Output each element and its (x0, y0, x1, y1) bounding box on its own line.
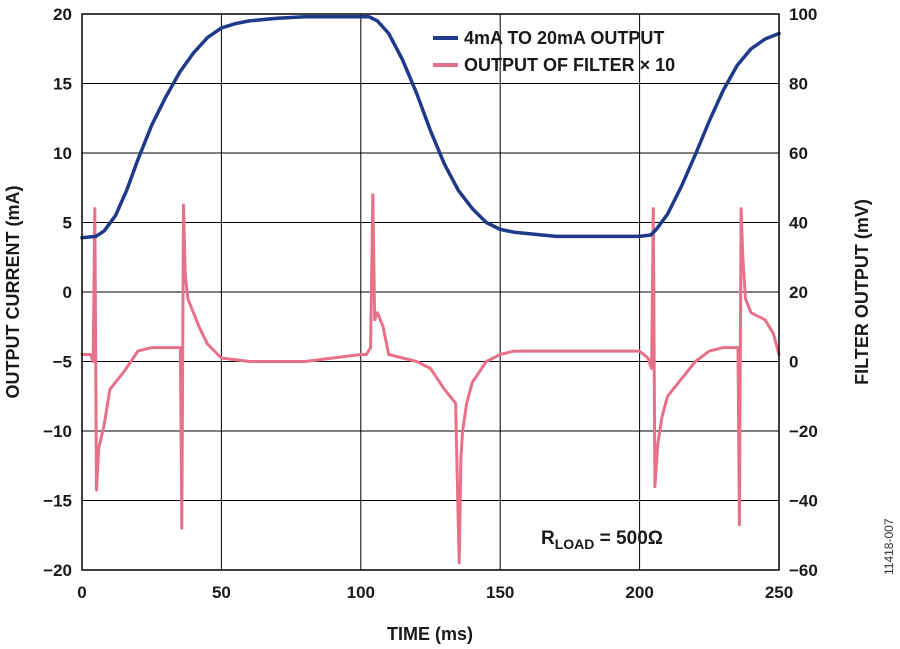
left-tick-label: 20 (53, 5, 72, 24)
left-tick-label: −10 (43, 422, 72, 441)
right-tick-label: 0 (789, 353, 798, 372)
left-tick-label: 10 (53, 144, 72, 163)
right-tick-label: 80 (789, 75, 808, 94)
series-line-current-output (80, 15, 781, 240)
right-tick-labels: 100 80 60 40 20 0 −20 −40 −60 (789, 5, 818, 580)
x-tick-label: 50 (212, 583, 231, 602)
right-tick-label: 20 (789, 283, 808, 302)
figure-id: 11418-007 (882, 518, 896, 575)
legend: 4mA TO 20mA OUTPUT OUTPUT OF FILTER × 10 (433, 28, 675, 75)
x-tick-label: 200 (625, 583, 653, 602)
right-axis-label: FILTER OUTPUT (mV) (852, 199, 872, 385)
right-tick-label: −20 (789, 422, 818, 441)
left-tick-label: 5 (63, 214, 72, 233)
series-layer (80, 15, 781, 565)
series-line-filter-output (80, 193, 781, 565)
left-tick-label: −15 (43, 492, 72, 511)
left-tick-labels: 20 15 10 5 0 −5 −10 −15 −20 (43, 5, 72, 580)
left-tick-label: −20 (43, 561, 72, 580)
legend-label-filter: OUTPUT OF FILTER × 10 (464, 55, 675, 75)
annotation-value: = 500Ω (594, 528, 663, 549)
grid (82, 14, 779, 570)
plot-frame (81, 13, 780, 571)
right-tick-label: −60 (789, 561, 818, 580)
annotation-subscript: LOAD (555, 536, 595, 552)
left-tick-label: 15 (53, 75, 72, 94)
x-tick-label: 100 (347, 583, 375, 602)
annotation-main: R (541, 528, 555, 549)
legend-label-output: 4mA TO 20mA OUTPUT (464, 28, 664, 48)
x-tick-labels: 0 50 100 150 200 250 (77, 583, 793, 602)
right-tick-label: −40 (789, 492, 818, 511)
x-tick-label: 0 (77, 583, 86, 602)
left-tick-label: 0 (63, 283, 72, 302)
left-axis-label: OUTPUT CURRENT (mA) (3, 186, 23, 399)
load-annotation: RLOAD = 500Ω (541, 528, 663, 552)
x-axis-label: TIME (ms) (387, 624, 473, 644)
x-tick-label: 150 (486, 583, 514, 602)
right-tick-label: 100 (789, 5, 817, 24)
left-tick-label: −5 (53, 353, 72, 372)
x-tick-label: 250 (765, 583, 793, 602)
right-tick-label: 60 (789, 144, 808, 163)
right-tick-label: 40 (789, 214, 808, 233)
